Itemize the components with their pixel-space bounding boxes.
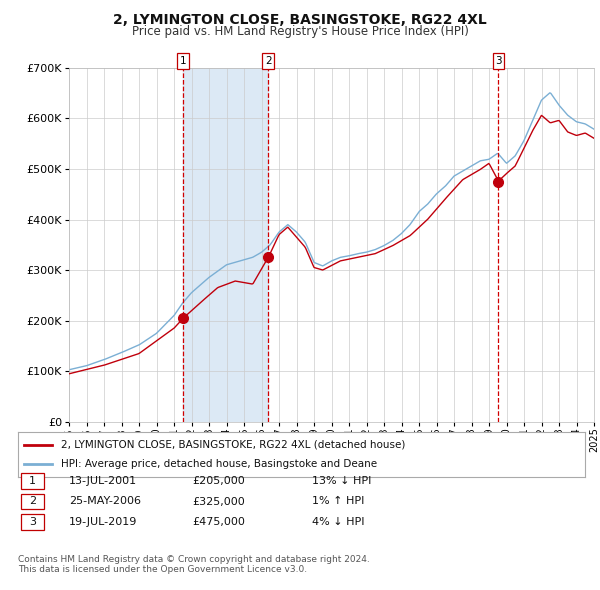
- Text: 1% ↑ HPI: 1% ↑ HPI: [312, 497, 364, 506]
- Text: 1: 1: [29, 476, 36, 486]
- Bar: [183, 68, 268, 422]
- Text: 2: 2: [265, 56, 272, 66]
- Text: This data is licensed under the Open Government Licence v3.0.: This data is licensed under the Open Gov…: [18, 565, 307, 574]
- Text: 19-JUL-2019: 19-JUL-2019: [69, 517, 137, 527]
- Text: HPI: Average price, detached house, Basingstoke and Deane: HPI: Average price, detached house, Basi…: [61, 460, 377, 469]
- Text: Price paid vs. HM Land Registry's House Price Index (HPI): Price paid vs. HM Land Registry's House …: [131, 25, 469, 38]
- Text: £205,000: £205,000: [192, 476, 245, 486]
- Text: 2, LYMINGTON CLOSE, BASINGSTOKE, RG22 4XL: 2, LYMINGTON CLOSE, BASINGSTOKE, RG22 4X…: [113, 13, 487, 27]
- Text: 3: 3: [29, 517, 36, 527]
- Text: 4% ↓ HPI: 4% ↓ HPI: [312, 517, 365, 527]
- Text: Contains HM Land Registry data © Crown copyright and database right 2024.: Contains HM Land Registry data © Crown c…: [18, 555, 370, 563]
- Text: 1: 1: [180, 56, 187, 66]
- Text: £475,000: £475,000: [192, 517, 245, 527]
- Text: 25-MAY-2006: 25-MAY-2006: [69, 497, 141, 506]
- Text: 2, LYMINGTON CLOSE, BASINGSTOKE, RG22 4XL (detached house): 2, LYMINGTON CLOSE, BASINGSTOKE, RG22 4X…: [61, 440, 405, 450]
- Text: 3: 3: [495, 56, 502, 66]
- Text: £325,000: £325,000: [192, 497, 245, 506]
- Text: 13-JUL-2001: 13-JUL-2001: [69, 476, 137, 486]
- Text: 13% ↓ HPI: 13% ↓ HPI: [312, 476, 371, 486]
- Text: 2: 2: [29, 497, 36, 506]
